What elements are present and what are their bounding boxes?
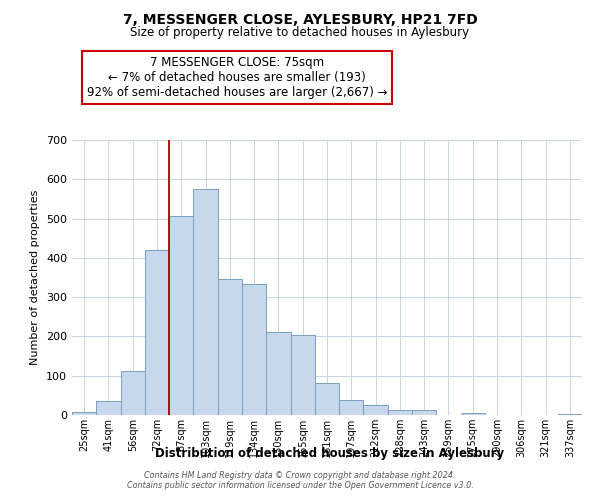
Bar — [315, 383, 339, 415]
Text: Contains HM Land Registry data © Crown copyright and database right 2024.
Contai: Contains HM Land Registry data © Crown c… — [127, 470, 473, 490]
Text: Distribution of detached houses by size in Aylesbury: Distribution of detached houses by size … — [155, 448, 505, 460]
Bar — [558, 414, 582, 415]
Bar — [242, 284, 266, 415]
Bar — [412, 410, 436, 415]
Bar — [193, 190, 218, 415]
Bar — [169, 216, 193, 415]
Bar — [339, 400, 364, 415]
Y-axis label: Number of detached properties: Number of detached properties — [31, 190, 40, 365]
Bar — [121, 370, 145, 415]
Bar — [145, 250, 169, 415]
Text: Size of property relative to detached houses in Aylesbury: Size of property relative to detached ho… — [130, 26, 470, 39]
Bar — [266, 332, 290, 415]
Bar — [461, 414, 485, 415]
Bar — [364, 405, 388, 415]
Bar — [290, 335, 315, 415]
Bar — [388, 410, 412, 415]
Bar — [218, 280, 242, 415]
Text: 7, MESSENGER CLOSE, AYLESBURY, HP21 7FD: 7, MESSENGER CLOSE, AYLESBURY, HP21 7FD — [122, 12, 478, 26]
Bar — [96, 401, 121, 415]
Bar — [72, 412, 96, 415]
Text: 7 MESSENGER CLOSE: 75sqm
← 7% of detached houses are smaller (193)
92% of semi-d: 7 MESSENGER CLOSE: 75sqm ← 7% of detache… — [87, 56, 387, 99]
